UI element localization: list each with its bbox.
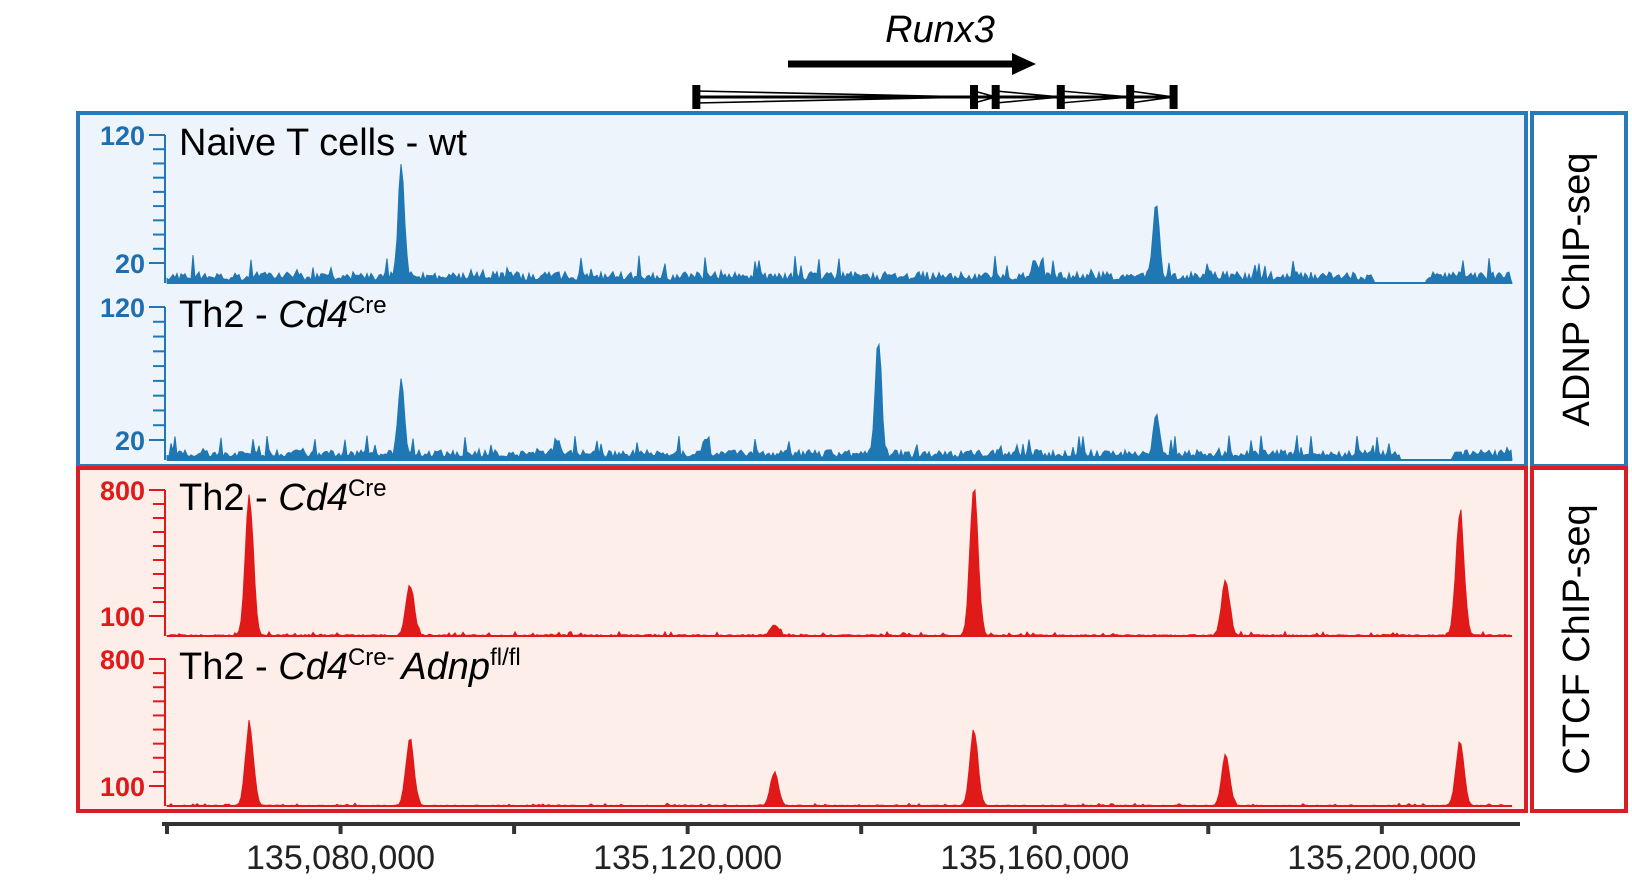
exon-mark bbox=[970, 85, 978, 109]
track-2: 800 100 Th2 - Cd4Cre bbox=[100, 475, 1513, 637]
exon-mark bbox=[1126, 85, 1135, 109]
y-tick-label-bottom: 100 bbox=[100, 772, 145, 802]
track-label-1: Th2 - Cd4Cre bbox=[179, 292, 387, 336]
x-tick-label: 135,160,000 bbox=[940, 839, 1129, 877]
exon-mark bbox=[692, 85, 701, 109]
gene-model: Runx3 bbox=[692, 9, 1178, 109]
gene-structure bbox=[692, 85, 1178, 109]
adnp-panel-frame bbox=[76, 111, 1528, 468]
track-0: 120 20 Naive T cells - wt bbox=[100, 121, 1513, 284]
track-label-3: Th2 - Cd4Cre- Adnpfl/fl bbox=[179, 644, 521, 688]
exon-mark bbox=[1056, 85, 1065, 109]
adnp-group-label: ADNP ChIP-seq bbox=[1556, 153, 1598, 427]
y-tick-label-top: 800 bbox=[100, 645, 145, 675]
y-tick-label-bottom: 20 bbox=[115, 426, 145, 456]
gene-name-label: Runx3 bbox=[885, 9, 995, 51]
ctcf-group-label: CTCF ChIP-seq bbox=[1556, 504, 1598, 774]
track-3: 800 100 Th2 - Cd4Cre- Adnpfl/fl bbox=[100, 644, 1513, 807]
x-axis: 135,080,000 135,120,000 135,160,000 135,200… bbox=[162, 822, 1520, 877]
exon-mark bbox=[991, 85, 1000, 109]
y-tick-label-bottom: 100 bbox=[100, 602, 145, 632]
x-tick-label: 135,120,000 bbox=[593, 839, 782, 877]
exon-mark bbox=[1169, 85, 1178, 109]
y-tick-label-bottom: 20 bbox=[115, 249, 145, 279]
track-label-2: Th2 - Cd4Cre bbox=[179, 475, 387, 519]
y-tick-label-top: 120 bbox=[100, 293, 145, 323]
ctcf-side-label-box bbox=[1530, 466, 1628, 813]
signal-track-1 bbox=[166, 342, 1513, 461]
x-tick-label: 135,200,000 bbox=[1287, 839, 1476, 877]
y-tick-label-top: 120 bbox=[100, 121, 145, 151]
ctcf-panel-frame bbox=[76, 466, 1528, 813]
y-tick-label-top: 800 bbox=[100, 476, 145, 506]
track-1: 120 20 Th2 - Cd4Cre bbox=[100, 292, 1513, 461]
x-tick-label: 135,080,000 bbox=[246, 839, 435, 877]
transcription-direction-arrow bbox=[788, 53, 1036, 75]
signal-track-0 bbox=[166, 163, 1513, 284]
track-label-0: Naive T cells - wt bbox=[179, 122, 467, 164]
